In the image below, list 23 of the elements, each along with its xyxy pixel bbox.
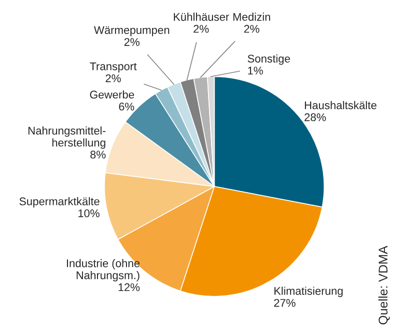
slice-label: Transport xyxy=(90,62,137,72)
data-label: 2% xyxy=(124,38,140,46)
slice-label: Medizin xyxy=(233,12,270,21)
data-label: 12% xyxy=(118,283,140,292)
slice-label: Industrie (ohne Nahrungsm.) xyxy=(66,259,140,282)
slice-label: Klimatisierung xyxy=(274,286,343,298)
slice-label: Kühlhäuser xyxy=(174,12,230,21)
slice-label: Supermarktkälte xyxy=(19,197,100,208)
data-label: 2% xyxy=(244,24,260,33)
data-label: 6% xyxy=(119,102,134,111)
data-label: 28% xyxy=(304,113,326,122)
slice-label: Nahrungsmittel- herstellung xyxy=(28,126,106,149)
data-label: 1% xyxy=(248,66,263,74)
slice-label: Sonstige xyxy=(248,54,290,65)
data-label: 10% xyxy=(78,209,100,218)
data-label: 8% xyxy=(90,150,106,159)
data-label: 2% xyxy=(194,24,209,33)
source-note: Quelle: VDMA xyxy=(378,246,390,324)
slice-label: Haushaltskälte xyxy=(304,101,376,110)
slice-label: Wärmepumpen xyxy=(94,26,170,36)
slice-label: Gewerbe xyxy=(90,90,134,99)
data-label: 2% xyxy=(106,74,121,82)
data-label: 27% xyxy=(274,298,296,307)
